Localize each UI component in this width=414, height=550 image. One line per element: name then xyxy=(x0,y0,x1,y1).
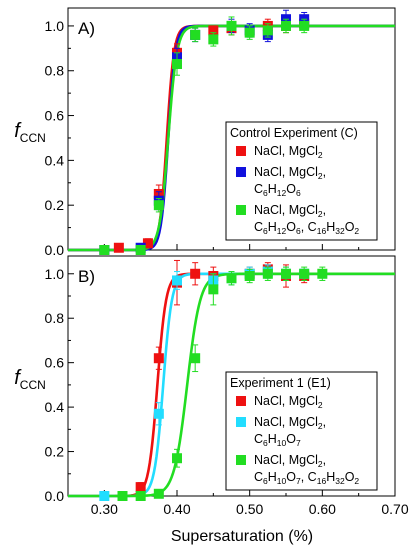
legend-box xyxy=(225,121,378,241)
plot-frame xyxy=(67,7,396,251)
data-point-series-3 xyxy=(299,20,310,31)
legend-label-series-3: C6H12O6, C16H32O2 xyxy=(254,220,359,236)
legend-label-series-2: NaCl, MgCl2, xyxy=(254,415,326,431)
y-tick-label: 0.6 xyxy=(45,108,65,124)
legend-label-series-3: NaCl, MgCl2, xyxy=(254,453,326,469)
panel-label: B) xyxy=(78,267,95,286)
data-point-series-3 xyxy=(208,284,219,295)
chart-panel-1: 0.0 0.2 0.4 0.6 0.8 1.0 A) fCCN Control Experime… xyxy=(14,7,396,258)
x-tick-label: 0.50 xyxy=(236,501,263,517)
data-point-series-1 xyxy=(153,353,164,364)
data-point-series-3 xyxy=(299,268,310,279)
legend-swatch-series-1 xyxy=(236,146,246,156)
x-tick-label: 0.60 xyxy=(309,501,336,517)
y-tick-label: 0.6 xyxy=(45,355,65,371)
x-tick-label: 0.70 xyxy=(381,501,408,517)
data-point-series-3 xyxy=(117,491,128,501)
data-point-series-1 xyxy=(113,242,124,253)
y-tick-label: 1.0 xyxy=(45,18,65,34)
data-point-series-1 xyxy=(142,238,153,249)
legend-swatch-series-1 xyxy=(236,396,246,406)
legend-title: Experiment 1 (E1) xyxy=(230,376,331,390)
y-tick-label: 0.0 xyxy=(45,488,65,504)
y-axis-label: fCCN xyxy=(14,120,46,145)
y-tick-label: 0.4 xyxy=(45,399,65,415)
y-tick-label: 0.2 xyxy=(45,197,65,213)
data-point-series-3 xyxy=(190,353,201,364)
legend-box xyxy=(225,371,378,491)
data-point-series-3 xyxy=(226,20,237,31)
x-tick-label: 0.40 xyxy=(163,501,190,517)
legend-label-series-2: C6H12O6 xyxy=(254,182,301,198)
y-tick-label: 0.4 xyxy=(45,152,65,168)
data-point-series-3 xyxy=(153,488,164,499)
data-point-series-2 xyxy=(153,408,164,419)
data-point-series-3 xyxy=(153,200,164,211)
data-point-series-3 xyxy=(226,273,237,284)
legend-label-series-3: C6H10O7, C16H32O2 xyxy=(254,470,359,486)
data-point-series-3 xyxy=(244,27,255,38)
data-point-series-3 xyxy=(281,268,291,279)
y-tick-label: 0.8 xyxy=(45,310,65,326)
data-point-series-3 xyxy=(99,245,110,255)
chart-panel-2: 0.0 0.2 0.4 0.6 0.8 1.0 0.30 0.40 0.50 0.60 0.70 B)… xyxy=(14,255,409,517)
legend-label-series-2: C6H10O7 xyxy=(254,432,301,448)
legend-label-series-1: NaCl, MgCl2 xyxy=(254,394,323,410)
legend-title: Control Experiment (C) xyxy=(230,126,358,140)
data-point-series-3 xyxy=(172,453,182,464)
data-point-series-1 xyxy=(190,268,201,279)
x-axis-label: Supersaturation (%) xyxy=(171,528,313,545)
legend-swatch-series-3 xyxy=(236,205,246,215)
data-point-series-2 xyxy=(99,491,110,501)
legend: Experiment 1 (E1) NaCl, MgCl2 NaCl, MgCl2,… xyxy=(225,371,378,491)
data-point-series-3 xyxy=(135,245,146,255)
y-tick-label: 0.2 xyxy=(45,444,65,460)
data-point-series-3 xyxy=(244,271,255,281)
legend-label-series-2: NaCl, MgCl2, xyxy=(254,165,326,181)
legend-swatch-series-3 xyxy=(236,455,246,465)
data-point-series-1 xyxy=(208,25,219,36)
plot-frame xyxy=(67,255,396,497)
panel-label: A) xyxy=(78,19,95,38)
x-tick-label: 0.30 xyxy=(91,501,118,517)
data-point-series-3 xyxy=(262,268,273,279)
y-tick-label: 0.8 xyxy=(45,63,65,79)
legend-swatch-series-2 xyxy=(236,167,246,177)
y-axis-label: fCCN xyxy=(14,367,46,392)
data-point-series-3 xyxy=(172,59,182,70)
data-point-series-3 xyxy=(317,268,328,279)
legend: Control Experiment (C) NaCl, MgCl2 NaCl, M… xyxy=(225,121,378,241)
data-point-series-3 xyxy=(135,491,146,501)
data-point-series-1 xyxy=(135,482,146,493)
legend-label-series-1: NaCl, MgCl2 xyxy=(254,144,323,160)
legend-label-series-3: NaCl, MgCl2, xyxy=(254,203,326,219)
data-point-series-3 xyxy=(281,20,291,31)
y-tick-label: 1.0 xyxy=(45,266,65,282)
y-tick-label: 0.0 xyxy=(45,242,65,258)
data-point-series-2 xyxy=(172,275,182,286)
legend-swatch-series-2 xyxy=(236,417,246,427)
data-point-series-3 xyxy=(208,34,219,45)
data-point-series-3 xyxy=(262,25,273,36)
data-point-series-3 xyxy=(190,29,201,40)
